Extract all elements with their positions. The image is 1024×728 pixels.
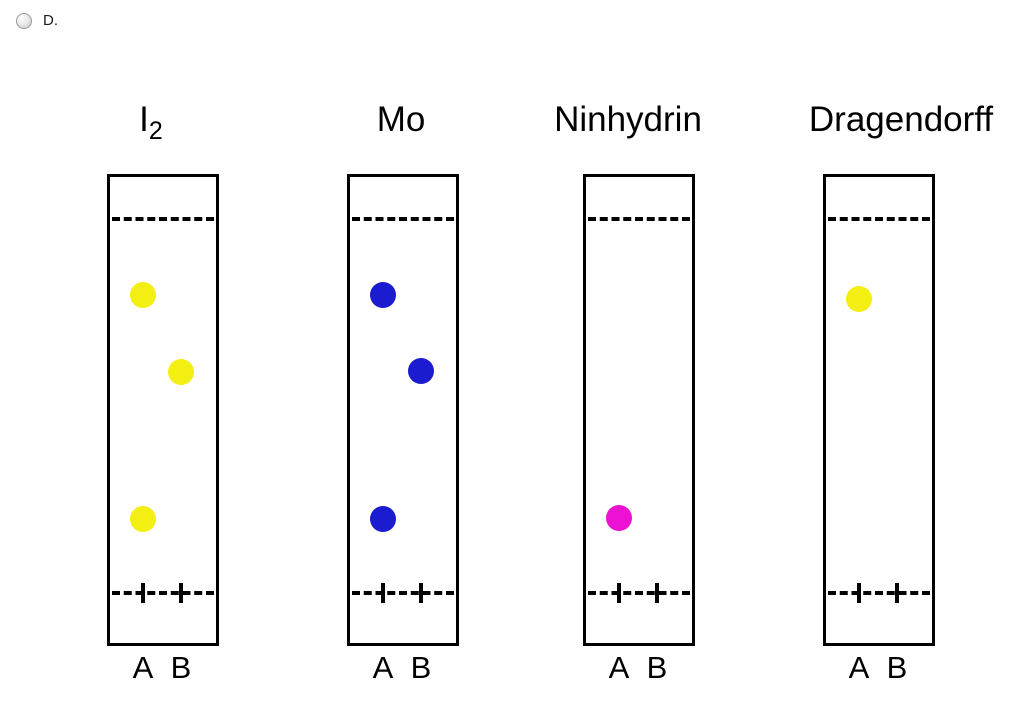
baseline-origin-line (828, 591, 930, 595)
tlc-plate-ninhydrin: Ninhydrin A B (554, 100, 702, 700)
spot-i2-yellow-lane-A (130, 506, 156, 532)
plate-rect-mo (347, 174, 459, 646)
plate-rect-dragendorff (823, 174, 935, 646)
origin-tick-lane-B (895, 583, 899, 603)
lane-label-B: B (886, 650, 908, 685)
solvent-front-line (112, 217, 214, 221)
solvent-front-line (828, 217, 930, 221)
solvent-front-line (352, 217, 454, 221)
plate-title-dragendorff: Dragendorff (808, 100, 994, 139)
baseline-origin-line (112, 591, 214, 595)
spot-mo-blue-lane-A (370, 506, 396, 532)
spot-i2-yellow-lane-B (168, 359, 194, 385)
tlc-plate-dragendorff: Dragendorff A B (809, 100, 993, 700)
spot-i2-yellow-lane-A (130, 282, 156, 308)
origin-tick-lane-B (419, 583, 423, 603)
origin-tick-lane-A (141, 583, 145, 603)
origin-tick-lane-A (857, 583, 861, 603)
plate-rect-i2 (107, 174, 219, 646)
baseline-origin-line (352, 591, 454, 595)
solvent-front-line (588, 217, 690, 221)
spot-mo-blue-lane-B (408, 358, 434, 384)
lane-label-B: B (646, 650, 668, 685)
origin-tick-lane-A (617, 583, 621, 603)
lane-label-A: A (848, 650, 870, 685)
plate-title-ninhydrin: Ninhydrin (554, 100, 702, 139)
origin-tick-lane-B (655, 583, 659, 603)
lane-label-A: A (372, 650, 394, 685)
lane-label-A: A (132, 650, 154, 685)
spot-mo-blue-lane-A (370, 282, 396, 308)
plate-title-mo: Mo (376, 100, 426, 139)
lane-label-B: B (410, 650, 432, 685)
origin-tick-lane-B (179, 583, 183, 603)
answer-option-row: D. (16, 12, 58, 29)
lane-label-B: B (170, 650, 192, 685)
origin-tick-lane-A (381, 583, 385, 603)
tlc-plate-mo: Mo A B (347, 100, 459, 700)
option-label: D. (43, 12, 58, 29)
spot-ninhydrin-magenta-lane-A (606, 505, 632, 531)
lane-label-A: A (608, 650, 630, 685)
baseline-origin-line (588, 591, 690, 595)
plate-rect-ninhydrin (583, 174, 695, 646)
option-radio-button[interactable] (16, 12, 32, 29)
spot-dragendorff-yellow-lane-A (846, 286, 872, 312)
plate-title-i2: I2 (139, 100, 163, 145)
tlc-plate-i2: I2 A B (107, 100, 219, 700)
